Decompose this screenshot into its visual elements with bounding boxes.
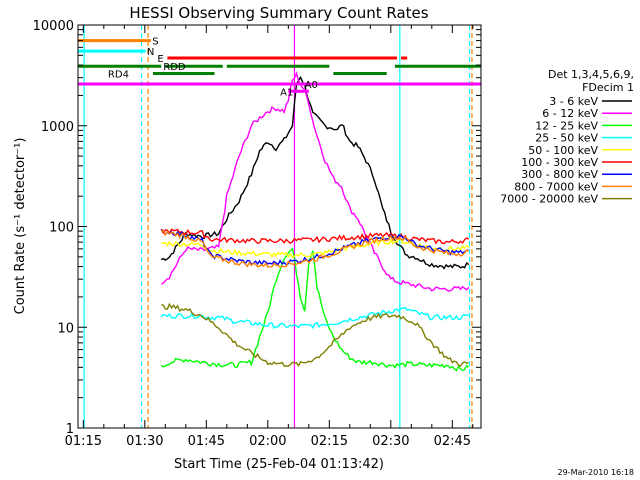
plot-frame: [77, 24, 482, 429]
legend-label-0: 3 - 6 keV: [549, 95, 598, 108]
data-layer: [78, 25, 481, 428]
y-tick-label-4: 10000: [33, 19, 74, 34]
series-line-7: [161, 229, 469, 269]
legend-label-3: 25 - 50 keV: [535, 132, 598, 145]
series-line-1: [160, 70, 470, 292]
series-line-5: [160, 228, 470, 245]
legend-label-4: 50 - 100 keV: [528, 144, 598, 157]
legend-header-0: Det 1,3,4,5,6,9,: [548, 68, 634, 81]
legend-label-6: 300 - 800 keV: [521, 168, 598, 181]
flag-label-1: N: [147, 47, 154, 58]
flag-label-4: RD4: [108, 70, 129, 81]
series-line-0: [160, 75, 470, 270]
flag-label-7: A0: [305, 80, 318, 91]
series-line-6: [161, 229, 469, 267]
y-tick-label-1: 10: [57, 321, 74, 336]
x-tick-label-1: 01:30: [126, 434, 163, 449]
chart-title: HESSI Observing Summary Count Rates: [129, 4, 428, 22]
flag-label-2: E: [157, 54, 163, 65]
x-tick-label-2: 01:45: [188, 434, 225, 449]
flag-label-3: RDD: [163, 62, 186, 73]
series-line-2: [160, 247, 470, 372]
timestamp: 29-Mar-2010 16:18: [558, 468, 635, 477]
series-line-8: [161, 302, 469, 368]
flag-label-0: S: [152, 37, 158, 48]
x-tick-label-6: 02:45: [434, 434, 471, 449]
legend-label-7: 800 - 7000 keV: [514, 180, 598, 193]
y-tick-label-3: 1000: [41, 120, 74, 135]
x-axis-label: Start Time (25-Feb-04 01:13:42): [174, 457, 384, 472]
legend-header-1: FDecim 1: [582, 81, 634, 94]
legend-label-5: 100 - 300 keV: [521, 156, 598, 169]
y-tick-label-2: 100: [49, 221, 74, 236]
legend-label-8: 7000 - 20000 keV: [500, 193, 598, 206]
x-tick-label-3: 02:00: [249, 434, 286, 449]
y-axis-label: Count Rate (s⁻¹ detector⁻¹): [13, 138, 28, 315]
series-line-3: [160, 306, 470, 329]
flag-label-6: A1: [280, 87, 293, 98]
x-tick-label-5: 02:30: [372, 434, 409, 449]
x-tick-label-4: 02:15: [311, 434, 348, 449]
legend-label-1: 6 - 12 keV: [542, 107, 598, 120]
legend-label-2: 12 - 25 keV: [535, 119, 598, 132]
x-tick-label-0: 01:15: [65, 434, 102, 449]
y-tick-label-0: 1: [66, 422, 74, 437]
